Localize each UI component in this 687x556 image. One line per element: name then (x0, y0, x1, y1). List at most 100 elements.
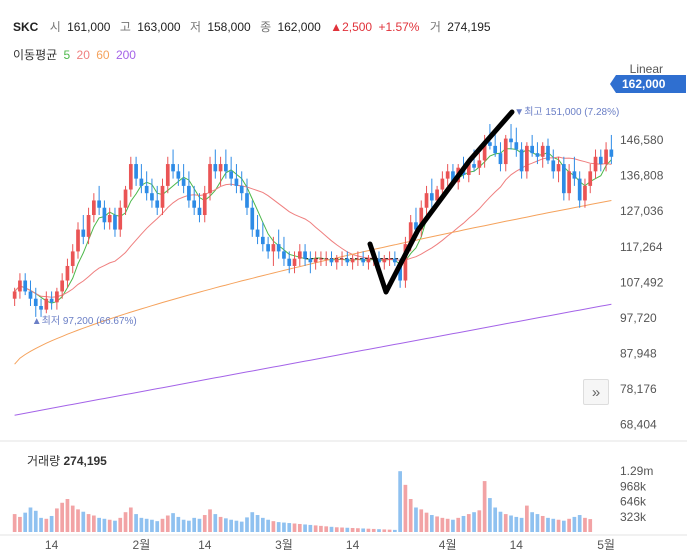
candle (118, 200, 123, 237)
candle-body (419, 207, 424, 230)
x-tick-label: 14 (198, 538, 212, 552)
low-label: 저 (189, 20, 201, 34)
candle-body (192, 200, 197, 208)
volume-bar (128, 507, 133, 532)
candle-body (76, 229, 80, 252)
volume-bar (514, 516, 519, 532)
x-tick-label: 2월 (133, 538, 151, 552)
candle-body (197, 207, 202, 216)
candle (33, 287, 38, 317)
candle-body (493, 145, 498, 154)
candle-body (340, 258, 344, 260)
volume-bar (255, 515, 260, 532)
candle-body (18, 280, 22, 292)
volume-bar (498, 511, 503, 532)
expand-chart-button[interactable]: » (583, 379, 609, 405)
volume-bar (403, 484, 408, 532)
volume-bar (150, 519, 154, 532)
volume-bar (551, 518, 556, 532)
candle-body (503, 138, 508, 165)
volume-bar (208, 509, 212, 532)
volume-bar (556, 519, 561, 532)
x-tick-label: 14 (346, 538, 360, 552)
volume-bar (461, 515, 466, 532)
current-price-tag (610, 75, 686, 93)
candle-body (28, 291, 33, 299)
candle-body (287, 258, 292, 266)
volume-tick-label: 968k (620, 479, 647, 493)
stock-summary: SKC 시 161,000 고 163,000 저 158,000 종 162,… (13, 18, 497, 35)
ma-200-line (14, 303, 612, 416)
volume-bar (171, 513, 175, 532)
candle-body (255, 229, 260, 237)
candle-body (451, 171, 455, 183)
candle-body (187, 185, 191, 201)
volume-bar (493, 507, 498, 532)
candle-body (128, 164, 133, 190)
close-value: 162,000 (277, 20, 321, 34)
volume-bar (329, 526, 334, 532)
candle (540, 142, 545, 168)
volume-value: 274,195 (447, 20, 491, 34)
candle-body (65, 265, 70, 281)
high-label: 고 (119, 20, 131, 34)
candle (113, 207, 117, 237)
high-price-marker: ▼최고 151,000 (7.28%) (514, 106, 619, 118)
candle-body (572, 171, 577, 179)
candle (134, 156, 138, 186)
volume-bar (197, 518, 202, 532)
candle-body (245, 193, 249, 208)
current-price-label: 162,000 (622, 77, 666, 91)
candle-body (429, 193, 434, 201)
candle (12, 287, 17, 306)
candle-body (12, 291, 17, 299)
ma-20-line (14, 156, 612, 298)
candle-body (530, 145, 534, 154)
volume-tick-label: 646k (620, 495, 647, 509)
volume-bar (239, 521, 244, 532)
candle (128, 156, 133, 197)
x-tick-label: 5월 (597, 538, 615, 552)
volume-bar (28, 507, 33, 532)
candle (519, 142, 524, 179)
ma-60-line (14, 200, 612, 365)
volume-bar (572, 516, 577, 532)
candle-body (107, 215, 112, 223)
volume-bar (271, 521, 276, 532)
candle (282, 236, 286, 266)
candle (551, 149, 556, 179)
volume-bar (260, 517, 265, 532)
candle-body (482, 142, 487, 161)
candle-body (303, 251, 307, 259)
candle (255, 215, 260, 245)
candle (324, 251, 329, 266)
candle-body (33, 298, 38, 306)
candle-body (382, 258, 387, 263)
volume-bar (139, 517, 144, 532)
candle-body (234, 178, 239, 186)
candle-body (583, 185, 587, 201)
volume-bar (92, 515, 96, 532)
volume-bar (23, 512, 28, 532)
volume-bar (313, 525, 318, 532)
candle (297, 244, 302, 266)
candle-body (551, 160, 556, 172)
candle (287, 251, 292, 274)
volume-bar (218, 516, 223, 532)
volume-bar (266, 519, 270, 532)
x-tick-label: 14 (510, 538, 524, 552)
moving-average-legend[interactable]: 이동평균 5 20 60 200 (13, 46, 139, 63)
candle-body (97, 200, 101, 208)
candle-body (435, 189, 439, 201)
candle (493, 131, 498, 157)
volume-bar (44, 518, 49, 532)
scale-selector[interactable]: Linear (629, 62, 663, 76)
candle (393, 251, 397, 266)
candle (171, 149, 175, 179)
candle (577, 171, 582, 208)
volume-bar (350, 527, 355, 532)
close-label: 종 (260, 20, 272, 34)
candle-body (561, 164, 566, 194)
ma-5-label: 5 (63, 48, 71, 62)
